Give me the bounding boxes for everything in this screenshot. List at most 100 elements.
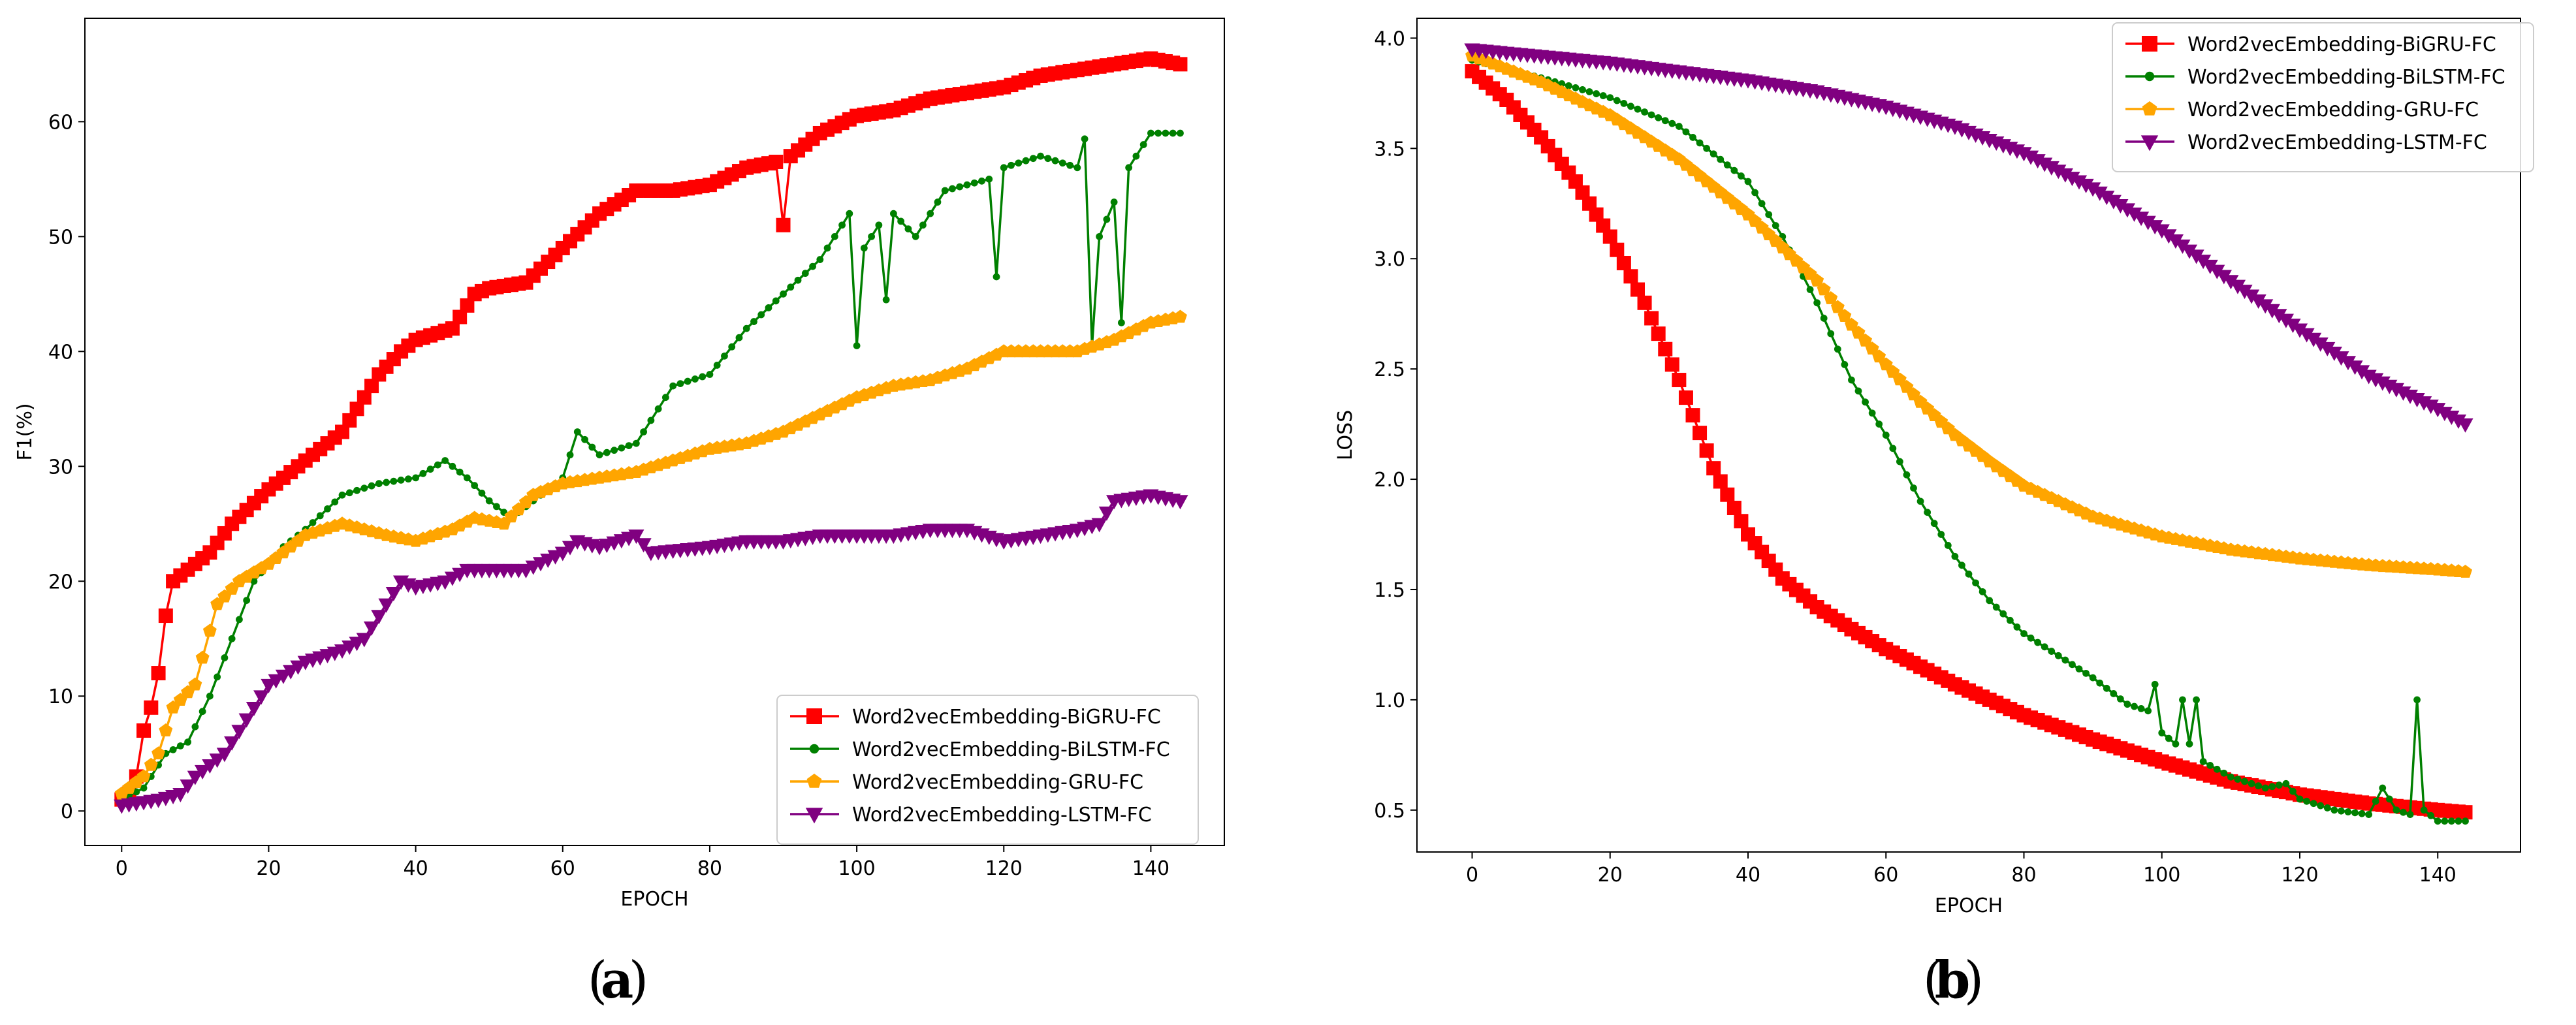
data-point bbox=[224, 736, 240, 751]
data-point bbox=[941, 187, 949, 195]
data-point bbox=[214, 673, 221, 681]
data-point bbox=[316, 512, 324, 520]
data-point bbox=[1693, 426, 1708, 441]
data-point bbox=[353, 486, 360, 494]
data-point bbox=[1015, 159, 1023, 167]
data-point bbox=[385, 587, 402, 602]
caption-letter: a bbox=[601, 951, 634, 1010]
data-point bbox=[2082, 669, 2090, 677]
x-axis-label: EPOCH bbox=[620, 888, 688, 911]
data-point bbox=[985, 175, 993, 183]
data-point bbox=[478, 489, 486, 497]
data-point bbox=[1162, 129, 1169, 137]
caption-letter: b bbox=[1935, 951, 1971, 1010]
data-point bbox=[1696, 139, 1704, 147]
data-point bbox=[640, 428, 648, 435]
data-point bbox=[2333, 351, 2349, 366]
data-point bbox=[1658, 341, 1673, 356]
data-point bbox=[1110, 198, 1118, 206]
data-point bbox=[1806, 286, 1814, 293]
data-point bbox=[1937, 531, 1945, 538]
data-point bbox=[1058, 159, 1066, 167]
data-point bbox=[453, 309, 468, 324]
data-point bbox=[1706, 461, 1721, 476]
data-point bbox=[647, 417, 655, 424]
legend-label: Word2vecEmbedding-LSTM-FC bbox=[852, 804, 1152, 827]
data-point bbox=[1858, 333, 1872, 347]
data-point bbox=[618, 444, 626, 452]
y-tick-label: 1.5 bbox=[1374, 579, 1405, 602]
data-point bbox=[1817, 282, 1831, 296]
data-point bbox=[1172, 495, 1188, 510]
data-point bbox=[1854, 387, 1862, 395]
data-point bbox=[1585, 88, 1593, 95]
data-point bbox=[1582, 196, 1597, 211]
data-point bbox=[1820, 315, 1828, 322]
legend-box bbox=[776, 695, 1199, 845]
data-point bbox=[757, 311, 765, 319]
data-point bbox=[2462, 817, 2469, 825]
data-point bbox=[2298, 328, 2315, 343]
data-point bbox=[831, 232, 838, 240]
data-point bbox=[566, 451, 574, 459]
data-point bbox=[603, 449, 611, 456]
data-point bbox=[1734, 514, 1749, 529]
data-point bbox=[2151, 680, 2159, 688]
data-point bbox=[1845, 317, 1858, 331]
data-point bbox=[1986, 597, 1994, 605]
data-point bbox=[794, 276, 802, 284]
data-point bbox=[309, 519, 317, 526]
legend-label: Word2vecEmbedding-BiLSTM-FC bbox=[2187, 66, 2505, 89]
data-point bbox=[1875, 420, 1883, 428]
data-point bbox=[1720, 487, 1735, 502]
legend-box bbox=[2112, 22, 2534, 172]
data-point bbox=[1930, 520, 1938, 528]
data-point bbox=[357, 390, 372, 405]
data-point bbox=[2013, 623, 2021, 631]
data-point bbox=[2209, 264, 2225, 279]
x-tick-label: 40 bbox=[1736, 864, 1760, 887]
data-point bbox=[846, 210, 853, 217]
y-axis-label: LOSS bbox=[1334, 410, 1357, 460]
data-point bbox=[1022, 157, 1030, 165]
data-point bbox=[2110, 690, 2118, 697]
data-point bbox=[180, 779, 196, 794]
data-point bbox=[853, 342, 861, 349]
data-point bbox=[1602, 229, 1617, 244]
y-tick-label: 0.5 bbox=[1374, 800, 1405, 823]
data-point bbox=[2406, 811, 2414, 818]
data-point bbox=[1958, 561, 1965, 569]
data-point bbox=[692, 375, 699, 383]
data-point bbox=[356, 633, 372, 648]
x-tick-label: 140 bbox=[2419, 864, 2457, 887]
data-point bbox=[1910, 484, 1917, 492]
data-point bbox=[860, 244, 868, 252]
data-point bbox=[2193, 696, 2200, 704]
data-point bbox=[934, 198, 942, 206]
data-point bbox=[390, 477, 398, 485]
y-tick-label: 10 bbox=[48, 686, 73, 708]
data-point bbox=[1868, 409, 1876, 417]
data-point bbox=[2455, 817, 2462, 825]
data-point bbox=[2133, 212, 2150, 227]
data-point bbox=[1951, 552, 1959, 560]
data-point bbox=[1634, 105, 1642, 113]
data-point bbox=[159, 723, 173, 736]
data-point bbox=[2091, 186, 2108, 201]
data-point bbox=[464, 474, 471, 482]
data-point bbox=[661, 394, 669, 402]
data-point bbox=[1972, 579, 1979, 587]
data-point bbox=[342, 413, 357, 428]
data-point bbox=[195, 765, 211, 780]
data-point bbox=[1810, 274, 1824, 287]
y-tick-label: 4.0 bbox=[1374, 27, 1405, 50]
data-point bbox=[1772, 222, 1779, 229]
y-tick-label: 2.5 bbox=[1374, 358, 1405, 381]
data-point bbox=[412, 474, 420, 482]
data-point bbox=[1813, 299, 1821, 307]
data-point bbox=[133, 788, 140, 796]
x-tick-label: 20 bbox=[256, 857, 281, 880]
data-point bbox=[1029, 155, 1037, 163]
data-point bbox=[1703, 144, 1711, 152]
data-point bbox=[206, 692, 214, 700]
